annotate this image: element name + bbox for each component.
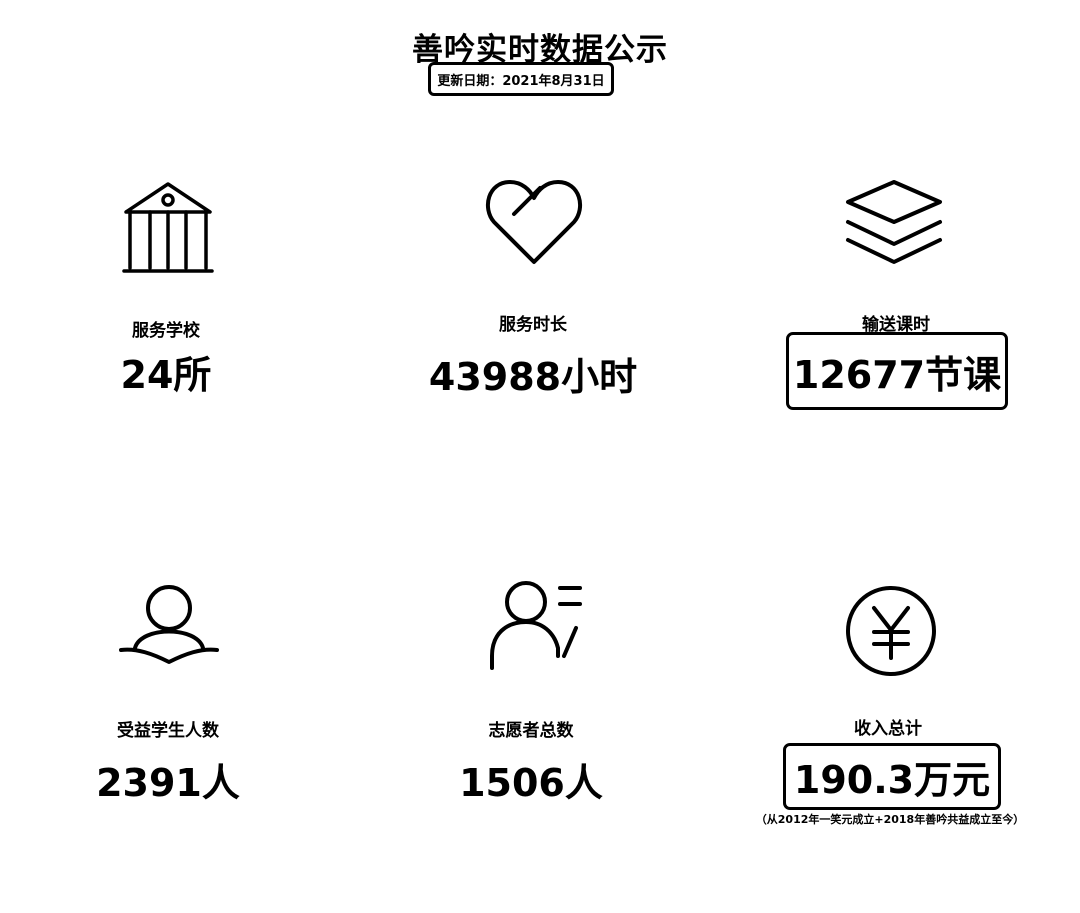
stat-value-income: 190.3万元 (783, 743, 1001, 810)
stat-value-volunteers: 1506人 (459, 761, 603, 805)
stat-value-lessons: 12677节课 (786, 332, 1008, 410)
yuan-coin-icon (844, 584, 938, 678)
stat-label-schools: 服务学校 (132, 321, 200, 341)
stat-label-volunteers: 志愿者总数 (488, 721, 574, 741)
stat-value-hours: 43988小时 (428, 355, 638, 399)
update-date-badge: 更新日期：2021年8月31日 (428, 62, 614, 96)
layers-icon (842, 178, 946, 268)
stat-label-lessons: 输送课时 (862, 315, 930, 335)
heart-icon (484, 176, 584, 268)
stat-label-students: 受益学生人数 (117, 721, 219, 741)
stat-label-hours: 服务时长 (499, 315, 567, 335)
stat-value-schools: 24所 (120, 353, 212, 397)
volunteer-user-icon (488, 578, 588, 672)
stat-value-students: 2391人 (96, 761, 240, 805)
student-user-icon (117, 582, 221, 668)
stat-label-income: 收入总计 (854, 719, 922, 739)
income-note: （从2012年一笑元成立+2018年善吟共益成立至今） (755, 813, 1025, 826)
bank-building-icon (120, 180, 216, 276)
